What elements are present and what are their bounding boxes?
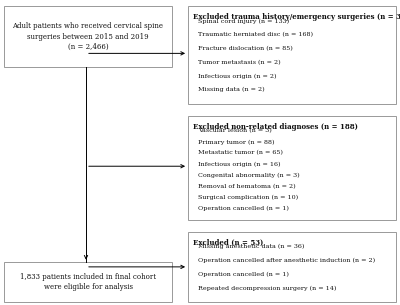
Text: Excluded (n = 53): Excluded (n = 53) (193, 239, 264, 246)
Bar (4, 262, 172, 302)
Text: Operation cancelled (n = 1): Operation cancelled (n = 1) (198, 206, 289, 211)
Text: Operation cancelled after anesthetic induction (n = 2): Operation cancelled after anesthetic ind… (198, 258, 375, 263)
Text: Operation cancelled (n = 1): Operation cancelled (n = 1) (198, 271, 289, 277)
Text: Missing data (n = 2): Missing data (n = 2) (198, 87, 265, 92)
Text: Traumatic herniated disc (n = 168): Traumatic herniated disc (n = 168) (198, 32, 313, 37)
Text: Vascular lesion (n = 3): Vascular lesion (n = 3) (198, 128, 272, 133)
Text: Removal of hematoma (n = 2): Removal of hematoma (n = 2) (198, 184, 296, 189)
Text: Repeated decompression surgery (n = 14): Repeated decompression surgery (n = 14) (198, 285, 336, 291)
Bar (188, 116, 396, 220)
Bar (4, 6, 172, 67)
Bar (188, 232, 396, 302)
Bar (188, 6, 396, 104)
Text: Spinal cord injury (n = 133): Spinal cord injury (n = 133) (198, 18, 289, 23)
Text: Surgical complication (n = 10): Surgical complication (n = 10) (198, 195, 298, 200)
Text: Missing anesthetic data (n = 36): Missing anesthetic data (n = 36) (198, 244, 304, 249)
Text: Infectious origin (n = 2): Infectious origin (n = 2) (198, 74, 276, 79)
Text: Congenital abnormality (n = 3): Congenital abnormality (n = 3) (198, 173, 300, 178)
Text: Primary tumor (n = 88): Primary tumor (n = 88) (198, 139, 274, 145)
Text: Infectious origin (n = 16): Infectious origin (n = 16) (198, 162, 280, 167)
Text: Metastatic tumor (n = 65): Metastatic tumor (n = 65) (198, 150, 283, 156)
Text: Fracture dislocation (n = 85): Fracture dislocation (n = 85) (198, 46, 293, 51)
Text: Excluded non-related diagnoses (n = 188): Excluded non-related diagnoses (n = 188) (193, 123, 358, 131)
Text: Excluded trauma history/emergency surgeries (n = 392): Excluded trauma history/emergency surger… (193, 13, 400, 21)
Text: Tumor metastasis (n = 2): Tumor metastasis (n = 2) (198, 59, 281, 65)
Text: Adult patients who received cervical spine
surgeries between 2015 and 2019
(n = : Adult patients who received cervical spi… (12, 22, 164, 51)
Text: 1,833 patients included in final cohort
were eligible for analysis: 1,833 patients included in final cohort … (20, 273, 156, 291)
